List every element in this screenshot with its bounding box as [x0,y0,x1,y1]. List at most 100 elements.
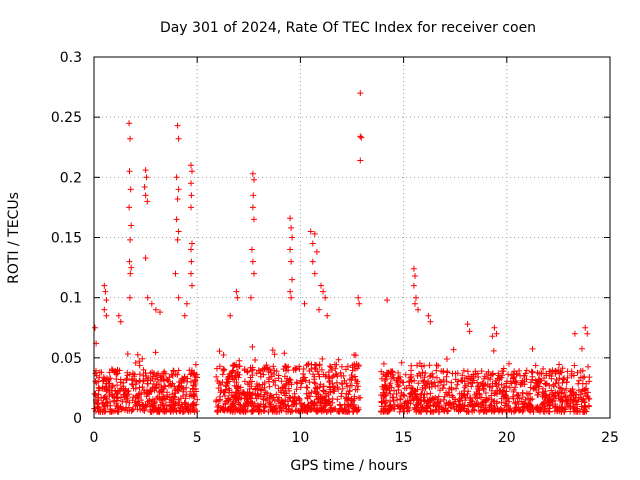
data-point [162,383,169,390]
data-point [292,366,299,373]
data-point [248,383,255,390]
data-point [221,407,228,414]
data-point [314,389,321,396]
y-axis-label: ROTI / TECUs [6,192,22,284]
data-point [378,398,385,405]
y-tick-label: 0.1 [60,291,82,307]
data-point [418,390,425,397]
data-point [154,393,161,400]
data-point [284,398,291,405]
data-point [107,402,114,409]
data-point [394,381,401,388]
data-point [519,390,526,397]
data-point [244,369,251,376]
data-point [415,401,422,408]
data-point [474,379,481,386]
data-point [505,371,512,378]
data-point [559,365,566,372]
data-point [126,120,133,127]
data-point [430,402,437,409]
data-point [334,384,341,391]
data-point [164,376,171,383]
data-point [494,387,501,394]
data-point [408,389,415,396]
data-point [135,393,142,400]
data-point [320,288,327,295]
data-point [452,376,459,383]
x-tick-label: 10 [291,430,309,446]
data-point [402,400,409,407]
data-point [185,401,192,408]
data-point [134,351,141,358]
data-point [175,228,182,235]
data-point [453,403,460,410]
data-point [549,367,556,374]
data-point [121,391,127,398]
data-point [236,371,243,378]
data-point [523,367,530,374]
data-point [120,379,127,386]
data-point [213,373,220,380]
data-point [243,393,250,399]
data-point [419,377,426,384]
data-point [217,407,224,414]
data-point [153,371,160,378]
data-point [326,375,333,382]
x-tick-label: 5 [193,430,202,446]
data-point [175,135,182,142]
data-point [344,363,351,370]
data-point [461,384,468,391]
data-point [287,246,294,253]
data-point [378,408,385,415]
data-point [319,355,326,362]
data-point [540,400,547,407]
data-point [479,380,486,386]
data-point [566,403,573,410]
data-point [425,378,432,385]
data-point [181,408,188,415]
data-point [271,351,278,358]
data-point [175,186,182,193]
data-point [476,387,483,394]
data-point [115,405,122,412]
data-point [344,383,351,390]
data-point [521,372,528,379]
data-point [523,401,530,408]
data-point [146,397,153,404]
data-point [131,373,138,380]
data-point [395,369,402,376]
data-point [223,383,230,390]
data-point [177,407,184,414]
data-point [129,381,136,388]
data-point [443,373,450,380]
data-point [249,343,256,350]
data-point [125,387,132,394]
data-point [355,294,362,301]
data-point [404,405,411,412]
data-point [398,359,405,366]
data-point [425,312,432,319]
data-point [537,406,544,412]
data-point [217,381,224,388]
data-point [568,388,575,395]
data-point [265,378,272,385]
data-point [321,399,328,406]
data-point [417,409,424,415]
data-point [188,204,194,211]
data-point [387,390,394,397]
data-point [127,186,134,193]
data-point [309,240,316,247]
data-point [571,330,578,337]
data-point [150,373,157,380]
data-point [454,370,461,377]
data-point [270,363,277,370]
data-point [174,122,181,129]
data-point [274,408,281,415]
data-point [223,398,230,405]
data-point [220,367,227,374]
data-point [458,377,465,384]
data-point [387,380,394,387]
data-point [232,373,239,380]
data-point [117,379,124,386]
data-point [142,167,149,174]
